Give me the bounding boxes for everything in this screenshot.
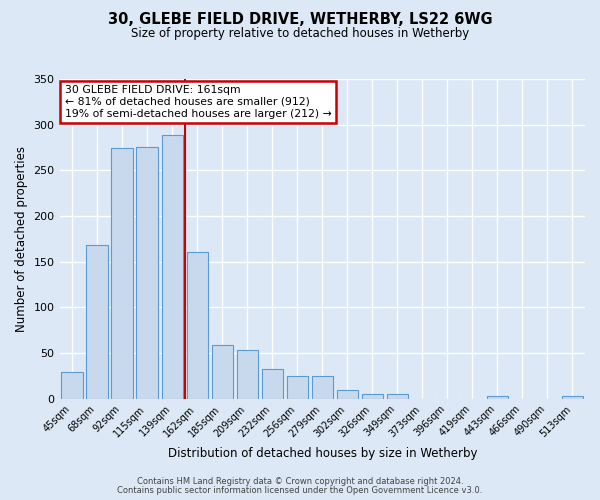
Bar [61, 372, 83, 399]
Bar [161, 135, 183, 399]
Bar [136, 146, 158, 399]
Bar [362, 394, 383, 399]
Bar [311, 376, 333, 399]
Text: 30 GLEBE FIELD DRIVE: 161sqm
← 81% of detached houses are smaller (912)
19% of s: 30 GLEBE FIELD DRIVE: 161sqm ← 81% of de… [65, 86, 332, 118]
Text: Contains HM Land Registry data © Crown copyright and database right 2024.: Contains HM Land Registry data © Crown c… [137, 477, 463, 486]
Text: 30, GLEBE FIELD DRIVE, WETHERBY, LS22 6WG: 30, GLEBE FIELD DRIVE, WETHERBY, LS22 6W… [107, 12, 493, 28]
Bar [387, 394, 408, 399]
Bar [187, 252, 208, 399]
Bar [236, 350, 258, 399]
X-axis label: Distribution of detached houses by size in Wetherby: Distribution of detached houses by size … [167, 447, 477, 460]
Bar [287, 376, 308, 399]
Bar [562, 396, 583, 399]
Text: Size of property relative to detached houses in Wetherby: Size of property relative to detached ho… [131, 28, 469, 40]
Bar [337, 390, 358, 399]
Y-axis label: Number of detached properties: Number of detached properties [15, 146, 28, 332]
Bar [86, 246, 108, 399]
Bar [487, 396, 508, 399]
Text: Contains public sector information licensed under the Open Government Licence v3: Contains public sector information licen… [118, 486, 482, 495]
Bar [212, 345, 233, 399]
Bar [112, 148, 133, 399]
Bar [262, 368, 283, 399]
